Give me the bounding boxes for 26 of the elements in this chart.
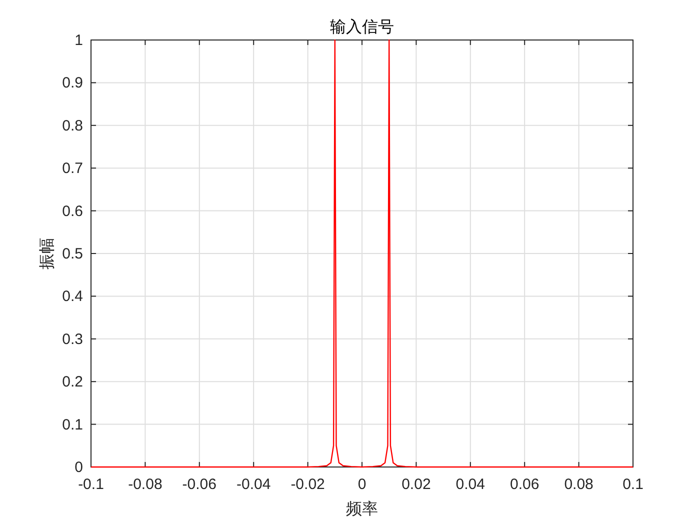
x-tick-label: -0.1 bbox=[78, 476, 104, 493]
y-tick-label: 0.4 bbox=[62, 288, 83, 306]
x-tick-label: 0.06 bbox=[510, 476, 540, 493]
y-tick-label: 1 bbox=[74, 32, 83, 49]
y-tick-label: 0.8 bbox=[62, 117, 83, 134]
y-tick-label: 0.6 bbox=[62, 202, 83, 220]
chart-title: 输入信号 bbox=[330, 18, 394, 36]
y-tick-label: 0.1 bbox=[62, 416, 83, 434]
x-tick-label: 0 bbox=[358, 476, 366, 493]
y-tick-label: 0.3 bbox=[62, 330, 83, 348]
x-tick-label: 0.02 bbox=[402, 476, 431, 493]
line-series bbox=[90, 39, 634, 468]
x-tick-label: 0.1 bbox=[622, 476, 644, 493]
x-tick-label: -0.06 bbox=[182, 476, 216, 493]
x-tick-label: -0.02 bbox=[290, 476, 325, 493]
y-tick-label: 0.5 bbox=[62, 246, 83, 262]
y-tick-label: 0.9 bbox=[62, 74, 83, 92]
x-axis-title: 频率 bbox=[346, 500, 378, 518]
x-tick-label: 0.08 bbox=[564, 476, 594, 493]
y-tick-label: 0 bbox=[74, 459, 83, 476]
y-tick-label: 0.7 bbox=[62, 160, 83, 178]
y-tick-label: 0.2 bbox=[62, 374, 83, 391]
y-axis-title: 振幅 bbox=[39, 238, 56, 270]
x-tick-label: -0.08 bbox=[128, 476, 162, 493]
x-tick-label: -0.04 bbox=[236, 476, 271, 493]
x-tick-label: 0.04 bbox=[456, 476, 485, 493]
